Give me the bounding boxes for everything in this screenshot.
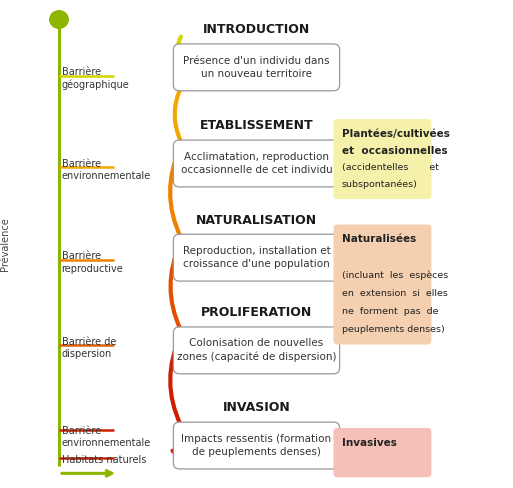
Text: Présence d'un individu dans
un nouveau territoire: Présence d'un individu dans un nouveau t…: [183, 56, 330, 79]
FancyBboxPatch shape: [173, 140, 340, 187]
Text: INVASION: INVASION: [223, 401, 290, 414]
Text: Barrière
environnementale: Barrière environnementale: [62, 159, 151, 181]
Text: Invasives: Invasives: [342, 438, 397, 447]
FancyBboxPatch shape: [173, 44, 340, 91]
Text: et  occasionnelles: et occasionnelles: [342, 146, 447, 156]
Text: Barrière
géographique: Barrière géographique: [62, 67, 129, 90]
Text: Barrière de
dispersion: Barrière de dispersion: [62, 337, 116, 359]
Text: Reproduction, installation et
croissance d'une population: Reproduction, installation et croissance…: [183, 246, 330, 269]
Text: (accidentelles       et: (accidentelles et: [342, 163, 439, 172]
Text: Plantées/cultivées: Plantées/cultivées: [342, 129, 449, 139]
Text: ETABLISSEMENT: ETABLISSEMENT: [200, 119, 313, 132]
Text: PROLIFERATION: PROLIFERATION: [201, 306, 312, 319]
Text: Barrière
environnementale: Barrière environnementale: [62, 426, 151, 448]
FancyBboxPatch shape: [173, 234, 340, 281]
FancyBboxPatch shape: [173, 422, 340, 469]
Text: Naturalisées: Naturalisées: [342, 234, 416, 244]
FancyBboxPatch shape: [333, 224, 431, 345]
Text: Habitats naturels: Habitats naturels: [62, 455, 146, 465]
Text: INTRODUCTION: INTRODUCTION: [203, 23, 310, 36]
FancyBboxPatch shape: [173, 327, 340, 374]
Text: Barrière
reproductive: Barrière reproductive: [62, 251, 123, 274]
Text: ne  forment  pas  de: ne forment pas de: [342, 307, 438, 316]
FancyBboxPatch shape: [333, 428, 431, 477]
Circle shape: [50, 11, 68, 28]
Text: en  extension  si  elles: en extension si elles: [342, 288, 447, 298]
Text: NATURALISATION: NATURALISATION: [196, 214, 317, 227]
Text: Colonisation de nouvelles
zones (capacité de dispersion): Colonisation de nouvelles zones (capacit…: [177, 339, 336, 362]
Text: (incluant  les  espèces: (incluant les espèces: [342, 270, 448, 280]
Text: Prévalence: Prévalence: [0, 217, 10, 271]
Text: subspontanées): subspontanées): [342, 180, 418, 189]
Text: Impacts ressentis (formation
de peuplements denses): Impacts ressentis (formation de peupleme…: [182, 434, 331, 457]
Text: Acclimatation, reproduction
occasionnelle de cet individu: Acclimatation, reproduction occasionnell…: [181, 152, 332, 175]
Text: peuplements denses): peuplements denses): [342, 325, 444, 334]
FancyBboxPatch shape: [333, 119, 431, 199]
